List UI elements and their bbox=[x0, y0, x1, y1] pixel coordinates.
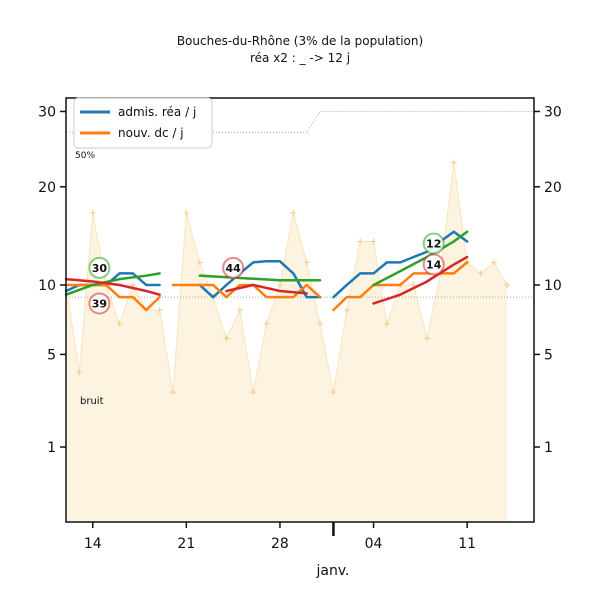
y-axis: 1 1 5 5 10 10 20 20 30 30 bbox=[38, 104, 562, 456]
y-tick-label-right: 5 bbox=[544, 347, 553, 363]
legend-label-deaths: nouv. dc / j bbox=[118, 126, 184, 140]
deaths-point bbox=[424, 335, 431, 342]
deaths-point bbox=[477, 270, 484, 277]
x-tick-label: 04 bbox=[365, 536, 383, 552]
series-line-10 bbox=[225, 283, 308, 295]
deaths-point bbox=[290, 209, 297, 216]
y-tick-label-left: 5 bbox=[47, 347, 56, 363]
badge-label: 44 bbox=[225, 262, 241, 275]
x-tick-label: 28 bbox=[271, 536, 289, 552]
legend: admis. réa / j nouv. dc / j bbox=[73, 97, 213, 149]
legend-label-reanimation: admis. réa / j bbox=[118, 105, 196, 119]
x-tick-label: 21 bbox=[177, 536, 195, 552]
chart-title: Bouches-du-Rhône (3% de la population) bbox=[177, 34, 423, 48]
deaths-point bbox=[330, 389, 337, 396]
series-line-4 bbox=[171, 283, 322, 299]
deaths-point bbox=[343, 307, 350, 313]
badge-label: 30 bbox=[92, 262, 108, 275]
badge-circle bbox=[88, 256, 111, 279]
badge-3: 12 bbox=[422, 232, 445, 255]
series-lines bbox=[64, 230, 469, 312]
badge-circle bbox=[222, 256, 245, 279]
series-line-6 bbox=[64, 272, 161, 296]
deaths-point bbox=[276, 281, 283, 288]
deaths-area-fill bbox=[66, 162, 508, 523]
deaths-point bbox=[490, 259, 497, 266]
x-axis: 14 21 28 04 11 bbox=[84, 522, 476, 552]
deaths-point bbox=[250, 389, 257, 396]
x-axis-label: janv. bbox=[316, 563, 350, 579]
deaths-point bbox=[317, 320, 324, 327]
plot-frame bbox=[65, 97, 535, 523]
deaths-point bbox=[169, 389, 176, 396]
deaths-point bbox=[303, 259, 310, 266]
deaths-point bbox=[236, 307, 243, 313]
series-line-2 bbox=[332, 230, 469, 299]
deaths-point bbox=[76, 369, 83, 376]
badge-1: 39 bbox=[88, 292, 111, 315]
deaths-point bbox=[223, 335, 230, 342]
series-line-3 bbox=[64, 283, 161, 312]
deaths-point bbox=[504, 281, 511, 288]
deaths-area-line bbox=[65, 162, 508, 393]
y-tick-label-right: 1 bbox=[544, 440, 553, 456]
deaths-point bbox=[89, 209, 96, 216]
badge-label: 14 bbox=[426, 259, 442, 272]
x-tick-label: 14 bbox=[84, 536, 102, 552]
y-tick-label-right: 20 bbox=[544, 180, 562, 196]
x-tick-label: 11 bbox=[458, 536, 476, 552]
y-tick-label-left: 10 bbox=[38, 278, 56, 294]
series-line-11 bbox=[372, 255, 469, 305]
noise-label: bruit bbox=[80, 396, 104, 407]
badge-2: 44 bbox=[222, 256, 245, 279]
series-line-9 bbox=[64, 277, 161, 296]
deaths-area bbox=[63, 159, 511, 523]
deaths-point bbox=[370, 238, 377, 245]
deaths-point bbox=[263, 320, 270, 327]
chart-subtitle: réa x2 : _ -> 12 j bbox=[250, 51, 350, 65]
deaths-point bbox=[183, 209, 190, 216]
badge-label: 12 bbox=[426, 238, 441, 251]
deaths-point bbox=[196, 259, 203, 266]
y-tick-label-right: 10 bbox=[544, 278, 562, 294]
deaths-point bbox=[357, 238, 364, 245]
y-tick-label-left: 1 bbox=[47, 440, 56, 456]
badge-label: 39 bbox=[92, 297, 107, 310]
deaths-point bbox=[383, 320, 390, 327]
badges: 30 39 44 12 14 bbox=[88, 232, 445, 315]
series-line-7 bbox=[198, 274, 322, 282]
y-tick-label-left: 30 bbox=[38, 104, 56, 120]
badge-circle bbox=[88, 292, 111, 315]
series-line-5 bbox=[332, 261, 469, 312]
deaths-point bbox=[450, 159, 457, 166]
badge-4: 14 bbox=[422, 253, 445, 276]
y-tick-label-right: 30 bbox=[544, 104, 562, 120]
deaths-point bbox=[116, 320, 123, 327]
threshold-label: 50% bbox=[75, 151, 95, 161]
badge-0: 30 bbox=[88, 256, 111, 279]
y-tick-label-left: 20 bbox=[38, 180, 56, 196]
badge-circle bbox=[422, 253, 445, 276]
deaths-point bbox=[156, 307, 163, 313]
